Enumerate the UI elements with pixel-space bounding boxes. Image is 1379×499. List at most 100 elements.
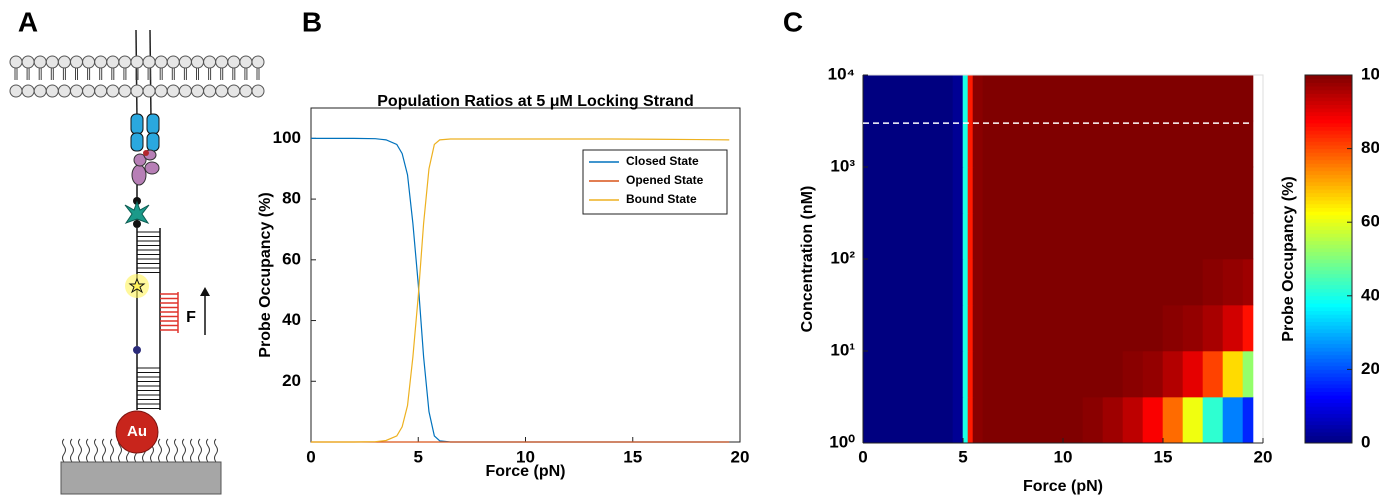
lipid-head	[239, 84, 253, 98]
colorbar-step	[1305, 321, 1352, 326]
colorbar-step	[1305, 351, 1352, 356]
heatmap-cell	[1142, 212, 1164, 260]
legend-label: Closed State	[626, 154, 699, 168]
colorbar-step	[1305, 78, 1352, 83]
heatmap-cell	[962, 120, 969, 168]
x-tick-label: 5	[414, 447, 423, 466]
colorbar-step	[1305, 251, 1352, 256]
colorbar-step	[1305, 185, 1352, 190]
heatmap-cell	[1182, 166, 1204, 214]
colorbar-step	[1305, 137, 1352, 142]
y-tick-label: 20	[282, 371, 301, 390]
chain	[166, 438, 170, 463]
heatmap-cell	[1142, 120, 1164, 168]
colorbar-step	[1305, 207, 1352, 212]
heatmap-cell	[1222, 304, 1244, 352]
y-tick-label: 10¹	[830, 340, 855, 359]
heatmap-cell	[982, 350, 1004, 398]
heatmap-cell	[1242, 74, 1254, 122]
heatmap-cell	[952, 350, 964, 398]
heatmap-cell	[952, 120, 964, 168]
heatmap-cell	[1082, 258, 1104, 306]
heatmap-cell	[972, 350, 984, 398]
heatmap-cell	[882, 120, 904, 168]
heatmap-cell	[1182, 258, 1204, 306]
heatmap-cell	[982, 396, 1004, 444]
x-tick-label: 10	[516, 447, 535, 466]
colorbar-step	[1305, 281, 1352, 286]
colorbar-step	[1305, 233, 1352, 238]
heatmap-cell	[1042, 350, 1064, 398]
y-tick-label: 10³	[830, 156, 855, 175]
heatmap-cell	[1022, 350, 1044, 398]
heatmap-cell	[1222, 74, 1244, 122]
heatmap-cell	[1022, 120, 1044, 168]
colorbar-step	[1305, 119, 1352, 124]
colorbar-step	[1305, 391, 1352, 396]
heatmap-cell	[1202, 258, 1224, 306]
heatmap-cell	[1122, 350, 1144, 398]
x-tick-label: 15	[1154, 447, 1173, 466]
force-label: F	[186, 309, 196, 326]
heatmap-cell	[882, 166, 904, 214]
heatmap-cell	[1102, 396, 1124, 444]
heatmap-cell	[962, 212, 969, 260]
diagram: F Au	[9, 29, 265, 495]
heatmap-cell	[922, 396, 944, 444]
heatmap-cell	[902, 120, 924, 168]
heatmap-cell	[962, 396, 969, 444]
colorbar-step	[1305, 75, 1352, 80]
chain	[94, 438, 98, 463]
colorbar-step	[1305, 332, 1352, 337]
heatmap-cell	[1202, 120, 1224, 168]
heatmap-cell	[1022, 166, 1044, 214]
heatmap-cell	[972, 258, 984, 306]
heatmap-cell	[1202, 74, 1224, 122]
colorbar-step	[1305, 420, 1352, 426]
lipid-head	[142, 55, 156, 69]
heatmap-cell	[1002, 304, 1024, 352]
heatmap-cell	[982, 74, 1004, 122]
lipid-head	[70, 55, 83, 69]
heatmap-cell	[942, 166, 954, 214]
heatmap-cell	[982, 304, 1004, 352]
heatmap-cell	[1082, 74, 1104, 122]
heatmap-cell	[1022, 304, 1044, 352]
colorbar-step	[1305, 174, 1352, 179]
colorbar-step	[1305, 402, 1352, 407]
colorbar-tick-label: 20	[1361, 359, 1379, 378]
chain	[190, 438, 194, 463]
colorbar-step	[1305, 100, 1352, 105]
colorbar-step	[1305, 417, 1352, 422]
chain	[174, 438, 178, 463]
colorbar-step	[1305, 181, 1352, 186]
panel-label: C	[783, 6, 803, 37]
lipid-head	[57, 84, 71, 98]
heatmap-cell	[882, 396, 904, 444]
y-tick-label: 10⁴	[828, 64, 855, 83]
heatmap-cell	[1002, 212, 1024, 260]
heatmap-cell	[1142, 396, 1164, 444]
heatmap-cell	[962, 350, 969, 398]
heatmap-cell	[1162, 258, 1184, 306]
heatmap-cell	[1222, 258, 1244, 306]
heatmap-cell	[942, 212, 954, 260]
colorbar-step	[1305, 270, 1352, 275]
x-tick-label: 0	[858, 447, 867, 466]
colorbar-step	[1305, 82, 1352, 87]
colorbar-label: Probe Occupancy (%)	[1280, 176, 1297, 341]
heatmap-cell	[972, 166, 984, 214]
heatmap-cell	[1062, 120, 1084, 168]
heatmap-cell	[862, 396, 884, 444]
colorbar-step	[1305, 229, 1352, 234]
heatmap-cell	[902, 74, 924, 122]
antibody	[144, 161, 160, 175]
heatmap-cell	[952, 304, 964, 352]
heatmap-cell	[902, 350, 924, 398]
lipid-head	[33, 84, 47, 98]
heatmap-cell	[1242, 396, 1254, 444]
heatmap-cell	[1182, 120, 1204, 168]
y-tick-label: 60	[282, 249, 301, 268]
heatmap-cell	[1042, 120, 1064, 168]
chain	[86, 438, 90, 463]
